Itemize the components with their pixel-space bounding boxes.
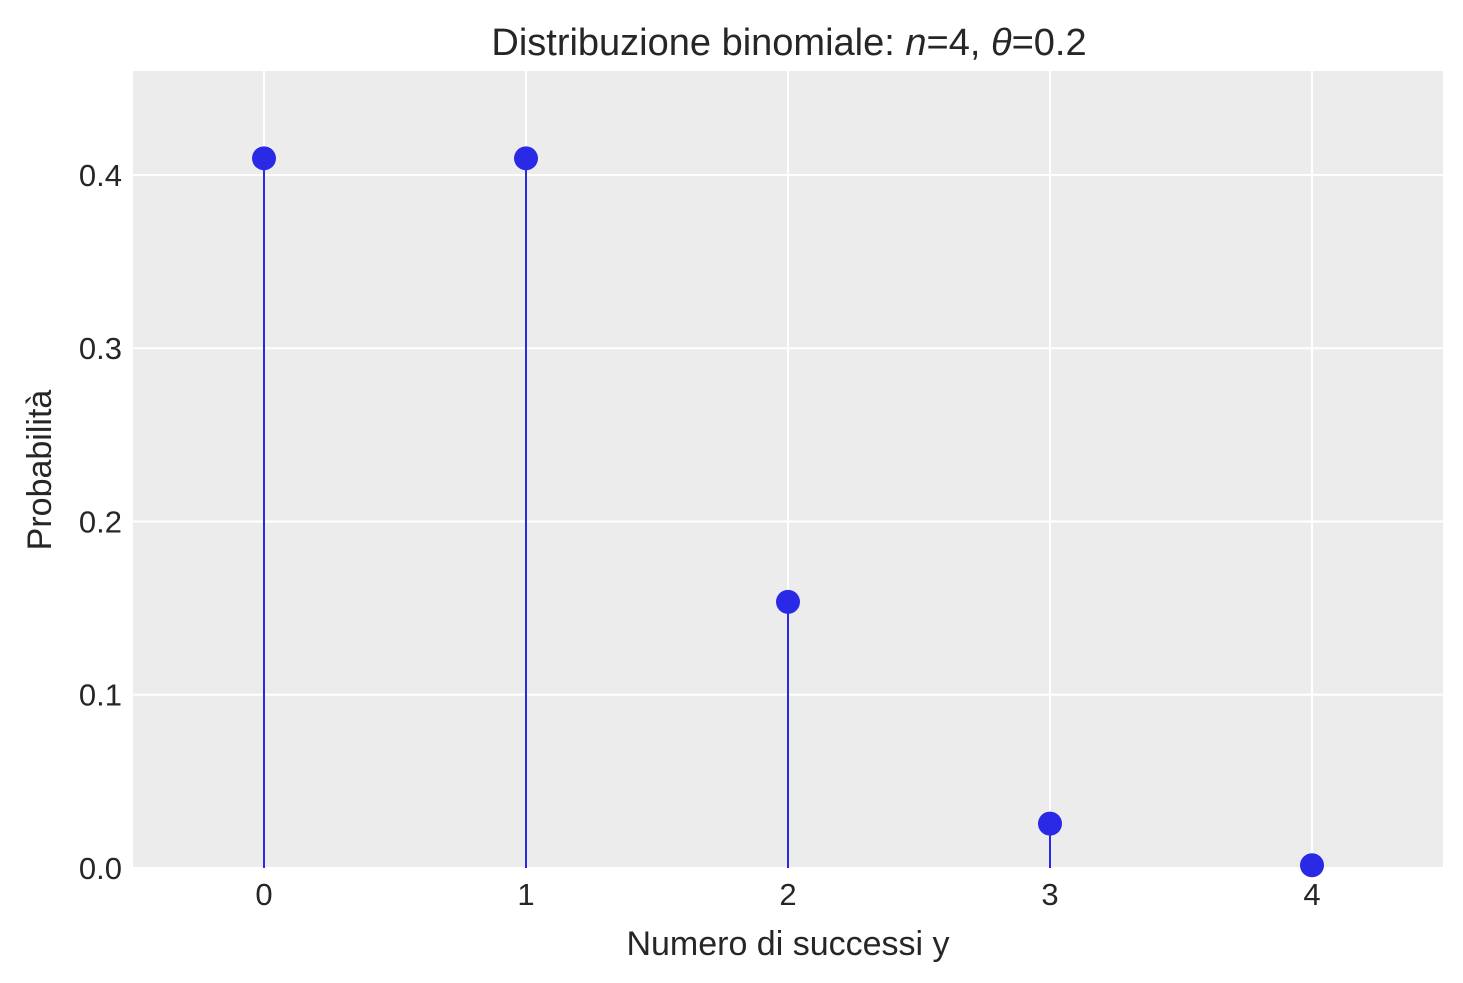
data-point (252, 146, 276, 171)
markers (252, 146, 1324, 878)
x-axis-label: Numero di successi y (626, 925, 949, 963)
title-prefix: Distribuzione binomiale: (491, 22, 905, 64)
chart-title: Distribuzione binomiale: n=4, θ=0.2 (491, 22, 1086, 64)
y-tick-label: 0.3 (79, 331, 122, 366)
data-point (1300, 853, 1324, 878)
data-point (776, 589, 800, 614)
title-theta-symbol: θ (991, 22, 1012, 64)
title-n-symbol: n (905, 22, 926, 64)
y-axis-label: Probabilità (21, 390, 59, 551)
x-tick-label: 1 (517, 877, 534, 912)
y-tick-label: 0.0 (79, 851, 122, 886)
y-tick-label: 0.4 (79, 158, 122, 193)
y-tick-label: 0.2 (79, 504, 122, 539)
x-tick-label: 0 (255, 877, 272, 912)
x-tick-label: 3 (1041, 877, 1058, 912)
title-n-value: =4, (927, 22, 991, 64)
x-tick-label: 4 (1303, 877, 1320, 912)
y-tick-labels: 0.0 0.1 0.2 0.3 0.4 (79, 158, 122, 886)
y-tick-label: 0.1 (79, 678, 122, 713)
stems (263, 158, 1313, 868)
title-theta-value: =0.2 (1012, 22, 1087, 64)
x-tick-label: 2 (779, 877, 796, 912)
x-tick-labels: 0 1 2 3 4 (255, 877, 1320, 912)
data-point (1038, 811, 1062, 836)
data-point (514, 146, 538, 171)
